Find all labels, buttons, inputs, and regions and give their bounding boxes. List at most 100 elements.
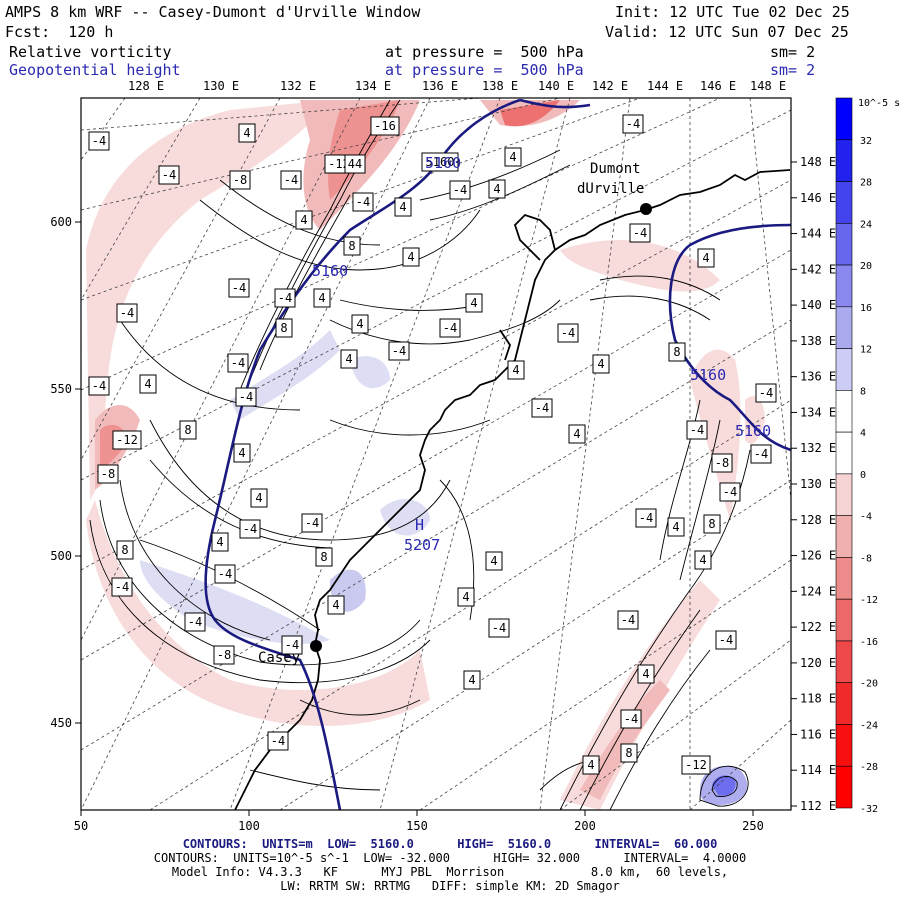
site-label-durville: dUrville (577, 181, 644, 197)
y-tick-label: 600 (50, 215, 72, 229)
vorticity-label-box (463, 670, 481, 690)
y-tick-label: 550 (50, 382, 72, 396)
colorbar-label: 32 (860, 136, 872, 147)
colorbar-swatch (835, 306, 853, 349)
colorbar-swatch (835, 640, 853, 684)
site-dumont-durville: Dumont dUrville (577, 161, 652, 215)
vorticity-label-box (301, 513, 323, 533)
right-lon-label: 122 E (800, 620, 836, 634)
vorticity-label: 4 (699, 553, 706, 567)
y-tick-label: 500 (50, 549, 72, 563)
field1-level: at pressure = 500 hPa (385, 43, 584, 61)
vorticity-label: -4 (356, 195, 370, 209)
top-lon-label: 130 E (203, 79, 239, 93)
vorticity-label-box (582, 755, 600, 775)
top-lon-label: 138 E (482, 79, 518, 93)
vorticity-label: 8 (625, 746, 632, 760)
right-lon-label: 136 E (800, 370, 836, 384)
vorticity-label-box (214, 564, 236, 584)
vorticity-label-box (703, 514, 721, 534)
vorticity-label-box (620, 743, 638, 763)
vorticity-label-box (617, 610, 639, 630)
valid-time: Valid: 12 UTC Sun 07 Dec 25 (605, 23, 849, 41)
vorticity-label-box (112, 430, 142, 450)
vorticity-label: 4 (399, 200, 406, 214)
init-time: Init: 12 UTC Tue 02 Dec 25 (615, 3, 850, 21)
right-lon-label: 118 E (800, 692, 836, 706)
height-label: 5160 (690, 366, 726, 384)
vorticity-label: 4 (597, 357, 604, 371)
vorticity-label: 4 (332, 598, 339, 612)
vorticity-label: 4 (490, 554, 497, 568)
y-tick-label: 450 (50, 716, 72, 730)
vorticity-label: -4 (92, 379, 106, 393)
vorticity-label: 8 (348, 239, 355, 253)
vorticity-label: -4 (231, 356, 245, 370)
vorticity-label-box (313, 288, 331, 308)
colorbar-label: 16 (860, 303, 872, 314)
vorticity-label: -4 (624, 712, 638, 726)
right-lon-label: 138 E (800, 334, 836, 348)
colorbar-swatch (835, 97, 853, 141)
vorticity-label: 4 (300, 213, 307, 227)
colorbar-swatch (835, 348, 853, 391)
vorticity-label: -8 (233, 173, 247, 187)
footer-vorticity-contours: CONTOURS: UNITS=10^-5 s^-1 LOW= -32.000 … (153, 851, 747, 865)
colorbar-label: -20 (860, 679, 878, 690)
vorticity-label: 8 (708, 517, 715, 531)
height-label: 5160 (425, 154, 461, 172)
right-lon-label: 124 E (800, 584, 836, 598)
right-lon-label: 126 E (800, 549, 836, 563)
vorticity-label-box (340, 349, 358, 369)
vorticity-label-box (421, 152, 459, 172)
vorticity-label: 8 (280, 321, 287, 335)
vorticity-label-box (719, 482, 741, 502)
vorticity-label-box (315, 547, 333, 567)
vorticity-label-box (184, 612, 206, 632)
vorticity-label-box (213, 645, 235, 665)
vorticity-label-box (557, 323, 579, 343)
vorticity-label: -4 (719, 633, 733, 647)
right-lon-label: 132 E (800, 441, 836, 455)
right-lon-label: 148 E (800, 155, 836, 169)
vorticity-label: -16 (374, 119, 396, 133)
vorticity-label-box (250, 488, 268, 508)
vorticity-label-box (327, 595, 345, 615)
vorticity-label: 4 (702, 251, 709, 265)
colorbar-swatch (835, 515, 853, 558)
vorticity-label: -4 (239, 390, 253, 404)
vorticity-label-box (465, 293, 483, 313)
colorbar-label: 20 (860, 261, 872, 272)
vorticity-label: -4 (284, 173, 298, 187)
vorticity-label: 4 (407, 250, 414, 264)
right-lon-label: 144 E (800, 227, 836, 241)
vorticity-label-box (507, 360, 525, 380)
vorticity-label: 5160 (426, 155, 455, 169)
vorticity-label-box (227, 353, 249, 373)
site-marker-dumont (640, 203, 652, 215)
vorticity-label: -4 (626, 117, 640, 131)
x-tick-label: 100 (238, 819, 260, 833)
vorticity-label: -8 (217, 648, 231, 662)
field1-name: Relative vorticity (9, 43, 172, 61)
top-lon-label: 146 E (700, 79, 736, 93)
vorticity-label-box (488, 179, 506, 199)
vorticity-label-box (697, 248, 715, 268)
right-lon-label: 142 E (800, 262, 836, 276)
vorticity-label-box (449, 180, 471, 200)
vorticity-label: -4 (188, 615, 202, 629)
site-label-casey: Casey (258, 650, 300, 666)
vorticity-label-box (667, 517, 685, 537)
top-lon-label: 132 E (280, 79, 316, 93)
plot-frame (80, 97, 792, 811)
vorticity-label: -4 (305, 516, 319, 530)
vorticity-label-box (755, 383, 777, 403)
colorbar-swatch (835, 181, 853, 224)
x-axis-ticks: 50 100 150 200 250 (74, 810, 764, 833)
vorticity-label: -4 (754, 447, 768, 461)
colorbar-swatch (835, 222, 853, 266)
colorbar-swatch (835, 724, 853, 767)
vorticity-label-box (139, 374, 157, 394)
vorticity-label-box (711, 453, 733, 473)
vorticity-label-box (750, 444, 772, 464)
